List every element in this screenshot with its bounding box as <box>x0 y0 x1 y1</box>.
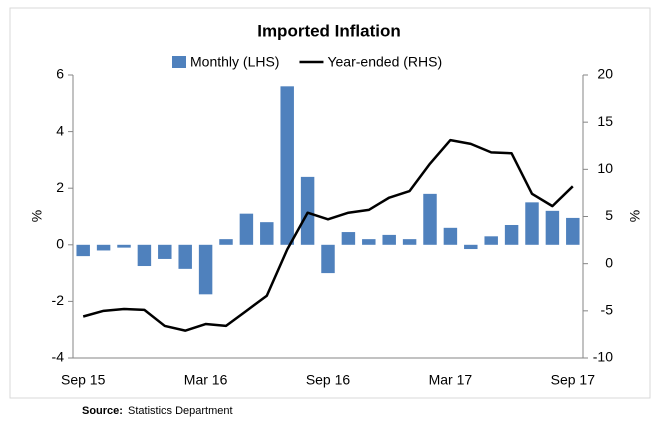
x-tick-label: Mar 17 <box>429 372 473 388</box>
bar <box>198 244 213 295</box>
y2-tick-label: -5 <box>601 302 614 318</box>
bar <box>300 176 315 245</box>
bar <box>117 244 131 248</box>
y-tick-label: -4 <box>52 349 65 365</box>
chart-title: Imported Inflation <box>257 21 401 40</box>
y2-tick-label: 15 <box>597 113 613 129</box>
bar <box>341 232 356 245</box>
bar <box>158 244 172 259</box>
x-tick-label: Sep 16 <box>306 372 351 388</box>
x-tick-label: Mar 16 <box>184 372 228 388</box>
y2-tick-label: 5 <box>605 207 613 223</box>
y-tick-label: 6 <box>56 66 64 82</box>
bar <box>321 244 335 274</box>
y2-tick-label: 20 <box>597 66 613 82</box>
y2-tick-label: 0 <box>605 254 613 270</box>
x-tick-label: Sep 17 <box>551 372 596 388</box>
chart-frame <box>9 7 651 399</box>
bar <box>219 239 233 245</box>
bar <box>76 244 90 257</box>
bar <box>423 193 437 245</box>
bar <box>382 234 396 245</box>
legend-swatch <box>172 56 186 68</box>
line <box>82 138 574 332</box>
y-tick-label: -2 <box>52 292 65 308</box>
legend-label: Monthly (LHS) <box>190 54 279 70</box>
bar <box>239 213 254 245</box>
y2-tick-label: -10 <box>593 349 613 365</box>
bar <box>464 244 478 250</box>
bar <box>504 224 519 245</box>
y-tick-label: 0 <box>56 236 64 252</box>
bar <box>178 244 192 269</box>
bar <box>137 244 152 267</box>
bar <box>566 217 580 245</box>
bar <box>280 86 294 245</box>
y2-tick-label: 10 <box>597 160 613 176</box>
bar <box>260 222 274 245</box>
bar <box>525 202 539 245</box>
bar <box>545 210 560 245</box>
legend-label: Year-ended (RHS) <box>327 54 442 70</box>
bar <box>362 239 376 245</box>
bar <box>96 244 111 251</box>
source: Statistics Department <box>128 405 233 417</box>
bar <box>402 239 417 245</box>
bar <box>443 227 458 245</box>
y-tick-label: 2 <box>56 179 64 195</box>
source-label: Source: <box>82 405 123 417</box>
x-tick-label: Sep 15 <box>61 372 106 388</box>
bar <box>484 236 498 245</box>
y-tick-label: 4 <box>56 122 64 138</box>
y-axis-label: % <box>29 210 45 222</box>
y2-axis-label: % <box>627 210 643 222</box>
